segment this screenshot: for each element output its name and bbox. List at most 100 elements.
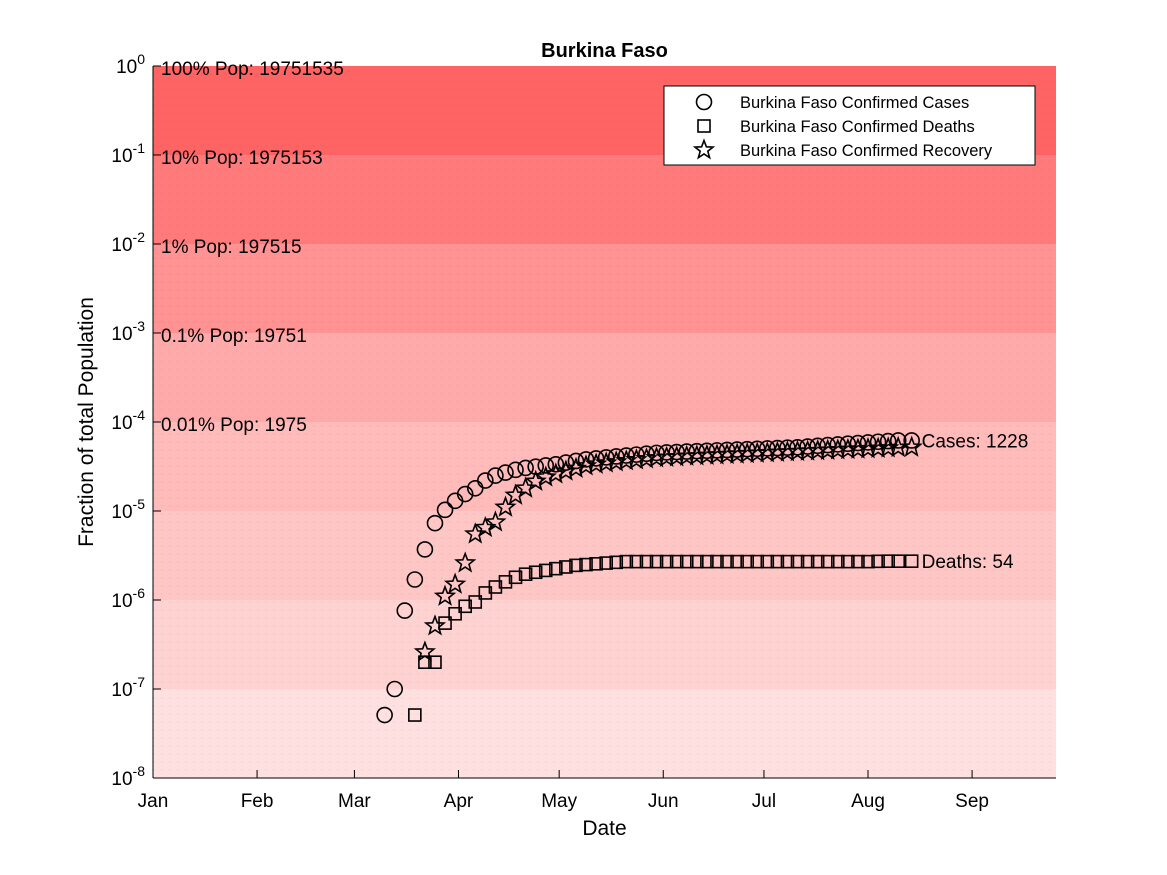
y-tick-label: 10-3 (111, 318, 145, 345)
band-label: 100% Pop: 19751535 (161, 59, 344, 80)
data-point-circle (436, 501, 454, 519)
data-point-star (463, 522, 487, 544)
legend-entry: Burkina Faso Confirmed Deaths (740, 118, 975, 136)
data-point-square (690, 554, 704, 569)
data-point-circle (849, 434, 867, 452)
x-tick-label: Feb (241, 791, 274, 812)
data-point-square (871, 554, 885, 569)
x-tick-label: Jan (138, 791, 169, 812)
x-axis-ticks: Jan Feb Mar Apr May Jun Jul Aug Sep (138, 770, 989, 812)
data-point-circle (829, 436, 847, 453)
band-texture (153, 66, 1056, 778)
data-point-square (730, 554, 744, 569)
data-point-star (564, 456, 588, 479)
data-point-star (544, 462, 568, 484)
data-point-square (831, 554, 845, 569)
data-point-square (700, 554, 714, 569)
data-point-square (549, 561, 563, 576)
data-point-circle (819, 436, 837, 454)
data-point-star (574, 454, 598, 476)
y-axis-label: Fraction of total Population (75, 297, 98, 547)
data-point-star (635, 447, 658, 469)
data-point-circle (396, 602, 414, 619)
y-tick-label: 10-5 (111, 496, 145, 523)
y-tick-label: 10-8 (111, 763, 145, 790)
data-point-square (629, 554, 644, 569)
x-tick-label: Jun (648, 791, 679, 812)
end-labels: Cases: 1228 Deaths: 54 (922, 431, 1029, 573)
y-tick-label: 10-1 (111, 140, 145, 167)
data-point-square (770, 554, 785, 569)
legend: Burkina Faso Confirmed Cases Burkina Faso… (663, 85, 1036, 166)
data-point-square (508, 570, 523, 585)
data-point-circle (376, 706, 393, 724)
data-point-square (619, 554, 634, 569)
data-point-square (599, 556, 613, 570)
data-point-star (625, 448, 648, 470)
legend-marker-square (697, 119, 711, 133)
data-point-star (423, 614, 447, 636)
data-point-square (609, 555, 624, 570)
data-point-square (740, 554, 754, 569)
data-point-square (518, 567, 533, 581)
data-point-circle (517, 459, 534, 477)
band-label: 0.01% Pop: 1975 (161, 415, 307, 436)
band-label: 10% Pop: 1975153 (161, 148, 323, 169)
y-tick-label: 10-4 (111, 407, 145, 434)
x-tick-label: Jul (752, 791, 776, 812)
data-point-square (790, 554, 805, 569)
series-square (408, 554, 919, 722)
data-point-star (474, 515, 497, 538)
data-point-square (579, 557, 593, 572)
data-point-circle (497, 464, 514, 481)
data-point-square (881, 554, 895, 568)
data-point-star (433, 584, 457, 606)
data-point-square (851, 554, 865, 569)
series-star (413, 435, 923, 662)
data-point-star (454, 551, 477, 573)
data-point-square (649, 554, 664, 569)
data-point-square (861, 554, 875, 569)
chart-title: Burkina Faso (541, 40, 668, 62)
data-point-square (569, 558, 583, 573)
data-point-star (484, 510, 507, 532)
data-point-circle (477, 472, 494, 489)
data-point-star (605, 450, 628, 472)
data-point-square (720, 554, 734, 569)
x-tick-label: Sep (955, 791, 989, 812)
data-point-star (443, 572, 467, 594)
data-point-square (841, 554, 855, 569)
data-point-square (780, 554, 795, 569)
data-point-square (498, 575, 513, 589)
data-point-star (534, 465, 557, 487)
x-tick-label: Aug (851, 791, 885, 812)
data-point-circle (869, 433, 887, 451)
data-point-circle (577, 451, 595, 468)
data-point-circle (456, 485, 474, 503)
data-point-square (800, 554, 815, 569)
data-point-circle (386, 680, 403, 698)
data-point-square (810, 554, 825, 569)
data-point-square (528, 565, 543, 580)
data-point-circle (426, 514, 444, 532)
end-label: Cases: 1228 (922, 431, 1029, 452)
legend-entry: Burkina Faso Confirmed Recovery (740, 142, 993, 160)
x-tick-label: Mar (338, 791, 371, 812)
data-point-circle (557, 454, 575, 471)
data-point-square (559, 560, 573, 574)
data-point-square (458, 599, 472, 614)
data-point-circle (839, 435, 857, 453)
data-point-square (710, 554, 724, 569)
band-label: 0.1% Pop: 19751 (161, 326, 307, 347)
data-point-circle (547, 455, 565, 473)
data-markers (376, 432, 923, 724)
data-point-star (594, 451, 618, 473)
x-axis-label: Date (582, 817, 626, 840)
legend-entry: Burkina Faso Confirmed Cases (740, 94, 969, 112)
y-tick-label: 10-7 (111, 674, 145, 701)
data-point-square (679, 554, 694, 569)
data-point-square (904, 554, 919, 568)
data-point-star (413, 640, 437, 662)
data-point-circle (879, 432, 897, 450)
data-point-circle (859, 434, 877, 451)
